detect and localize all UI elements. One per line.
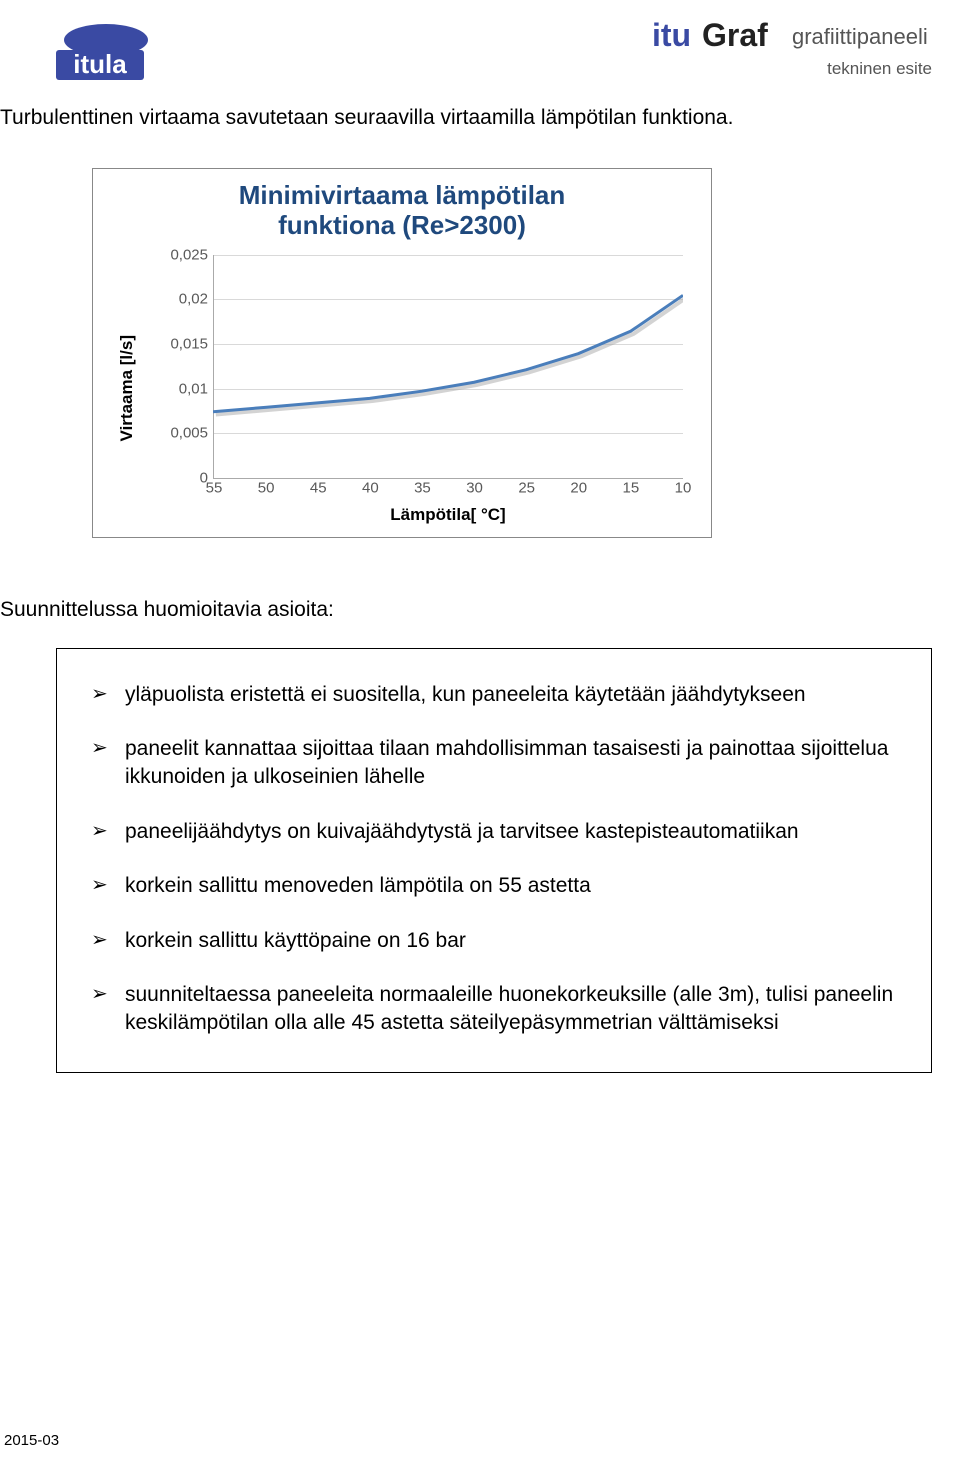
bullet-item: korkein sallittu menoveden lämpötila on …: [91, 872, 897, 900]
y-tick-label: 0,025: [170, 246, 214, 263]
chart-card: Minimivirtaama lämpötilan funktiona (Re>…: [92, 168, 712, 538]
x-tick-label: 30: [466, 479, 483, 496]
itula-logo-icon: itula: [28, 16, 158, 86]
x-tick-label: 45: [310, 479, 327, 496]
bullet-item: yläpuolista eristettä ei suositella, kun…: [91, 681, 897, 709]
itugraf-logo-icon: itu Graf grafiittipaneeli: [652, 16, 932, 56]
x-tick-label: 10: [675, 479, 692, 496]
x-tick-label: 50: [258, 479, 275, 496]
x-tick-label: 15: [623, 479, 640, 496]
notes-box: yläpuolista eristettä ei suositella, kun…: [56, 648, 932, 1073]
y-tick-label: 0,015: [170, 335, 214, 352]
chart-title: Minimivirtaama lämpötilan funktiona (Re>…: [111, 181, 693, 241]
section-heading: Suunnittelussa huomioitavia asioita:: [0, 538, 960, 640]
plot-wrap: 00,0050,010,0150,020,0255550454035302520…: [143, 251, 693, 525]
plot-area: 00,0050,010,0150,020,0255550454035302520…: [153, 251, 693, 501]
bullet-item: paneelit kannattaa sijoittaa tilaan mahd…: [91, 735, 897, 792]
y-axis-label: Virtaama [l/s]: [111, 335, 143, 441]
svg-text:grafiittipaneeli: grafiittipaneeli: [792, 24, 928, 49]
y-tick-label: 0,01: [179, 380, 214, 397]
x-axis-label: Lämpötila[ °C]: [203, 505, 693, 525]
y-tick-label: 0,02: [179, 291, 214, 308]
svg-text:itu: itu: [652, 17, 691, 53]
itugraf-brand: itu Graf grafiittipaneeli: [652, 16, 932, 61]
chart-title-line1: Minimivirtaama lämpötilan: [239, 180, 566, 210]
x-tick-label: 25: [518, 479, 535, 496]
bullet-item: korkein sallittu käyttöpaine on 16 bar: [91, 927, 897, 955]
svg-text:itula: itula: [73, 49, 127, 79]
logo-right: itu Graf grafiittipaneeli tekninen esite: [652, 16, 932, 79]
x-tick-label: 20: [570, 479, 587, 496]
bullet-item: suunniteltaessa paneeleita normaaleille …: [91, 981, 897, 1038]
doc-type: tekninen esite: [652, 59, 932, 79]
svg-text:Graf: Graf: [702, 17, 768, 53]
chart-title-line2: funktiona (Re>2300): [278, 210, 526, 240]
intro-text: Turbulenttinen virtaama savutetaan seura…: [0, 90, 960, 138]
footer-date: 2015-03: [0, 1432, 59, 1449]
chart-line: [213, 295, 683, 411]
bullet-item: paneelijäähdytys on kuivajäähdytystä ja …: [91, 818, 897, 846]
x-tick-label: 40: [362, 479, 379, 496]
bullet-list: yläpuolista eristettä ei suositella, kun…: [91, 681, 897, 1038]
page-header: itula itu Graf grafiittipaneeli tekninen …: [0, 0, 960, 90]
line-chart-svg: [213, 255, 683, 479]
chart-body: Virtaama [l/s] 00,0050,010,0150,020,0255…: [111, 251, 693, 525]
logo-left: itula: [28, 16, 158, 86]
x-tick-label: 55: [206, 479, 223, 496]
x-tick-label: 35: [414, 479, 431, 496]
y-tick-label: 0,005: [170, 425, 214, 442]
